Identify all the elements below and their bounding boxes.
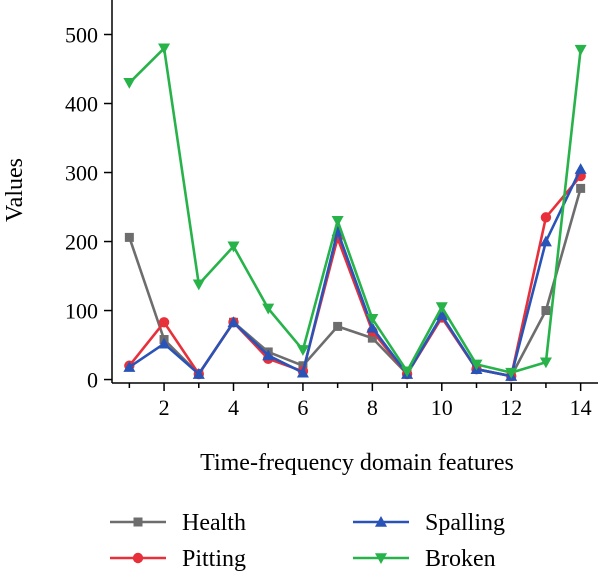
y-tick-label: 200 <box>65 230 98 255</box>
data-point-spalling <box>435 309 448 321</box>
x-tick-label: 2 <box>159 395 170 420</box>
data-point-spalling <box>192 368 205 379</box>
y-tick-label: 100 <box>65 299 98 324</box>
data-point-broken <box>296 345 309 356</box>
data-point-broken <box>123 78 136 89</box>
series-spalling <box>123 163 587 381</box>
legend: Health Pitting Spalling Broken <box>110 510 505 572</box>
data-point-broken <box>401 366 414 378</box>
data-point-health <box>576 183 586 193</box>
data-point-broken <box>574 44 587 56</box>
data-point-broken <box>505 367 518 379</box>
legend-marker-pitting <box>132 552 144 564</box>
legend-label-health: Health <box>182 510 246 536</box>
data-point-health <box>367 333 377 343</box>
data-point-broken <box>192 279 205 291</box>
data-point-spalling <box>366 321 379 333</box>
data-point-spalling <box>574 163 587 174</box>
data-point-broken <box>470 359 483 371</box>
legend-item-spalling: Spalling <box>353 510 505 536</box>
series-broken <box>123 43 587 379</box>
legend-marker-health <box>133 517 143 527</box>
x-tick-label: 6 <box>297 395 308 420</box>
data-point-broken <box>262 303 275 315</box>
y-tick-label: 500 <box>65 23 98 48</box>
x-tick-label: 12 <box>500 395 522 420</box>
series-line-spalling <box>128 168 582 378</box>
x-axis-title: Time-frequency domain features <box>200 450 514 476</box>
data-point-health <box>124 232 134 242</box>
x-tick-label: 14 <box>570 395 592 420</box>
data-point-broken <box>539 357 552 369</box>
data-point-spalling <box>539 235 552 247</box>
x-tick-label: 10 <box>431 395 453 420</box>
x-tick-label: 8 <box>367 395 378 420</box>
legend-item-broken: Broken <box>353 546 496 572</box>
y-tick-label: 0 <box>87 368 98 393</box>
data-point-pitting <box>158 317 170 328</box>
data-point-spalling <box>158 337 171 349</box>
data-point-spalling <box>123 361 136 372</box>
data-point-health <box>333 321 343 331</box>
data-point-broken <box>435 302 448 314</box>
data-point-broken <box>331 216 344 227</box>
data-point-health <box>541 306 551 316</box>
data-point-broken <box>227 241 240 253</box>
data-point-broken <box>366 314 379 325</box>
data-point-pitting <box>540 212 552 223</box>
axes: 0 100 200 300 400 500 2 4 6 8 10 12 14 <box>65 0 598 420</box>
data-point-spalling <box>296 366 309 378</box>
y-tick-label: 400 <box>65 92 98 117</box>
series-line-broken <box>128 46 582 374</box>
series-layer <box>123 43 587 382</box>
legend-item-health: Health <box>110 510 246 536</box>
y-axis-title: Values <box>2 158 28 222</box>
data-point-broken <box>158 43 171 55</box>
x-tick-label: 4 <box>228 395 239 420</box>
legend-label-pitting: Pitting <box>182 546 246 572</box>
legend-marker-broken <box>375 553 387 564</box>
legend-label-spalling: Spalling <box>425 510 505 536</box>
data-point-health <box>298 361 308 371</box>
legend-marker-spalling <box>375 516 387 527</box>
legend-label-broken: Broken <box>425 546 496 572</box>
data-point-spalling <box>227 316 240 328</box>
legend-item-pitting: Pitting <box>110 546 246 572</box>
y-tick-label: 300 <box>65 161 98 186</box>
data-point-spalling <box>262 349 275 361</box>
